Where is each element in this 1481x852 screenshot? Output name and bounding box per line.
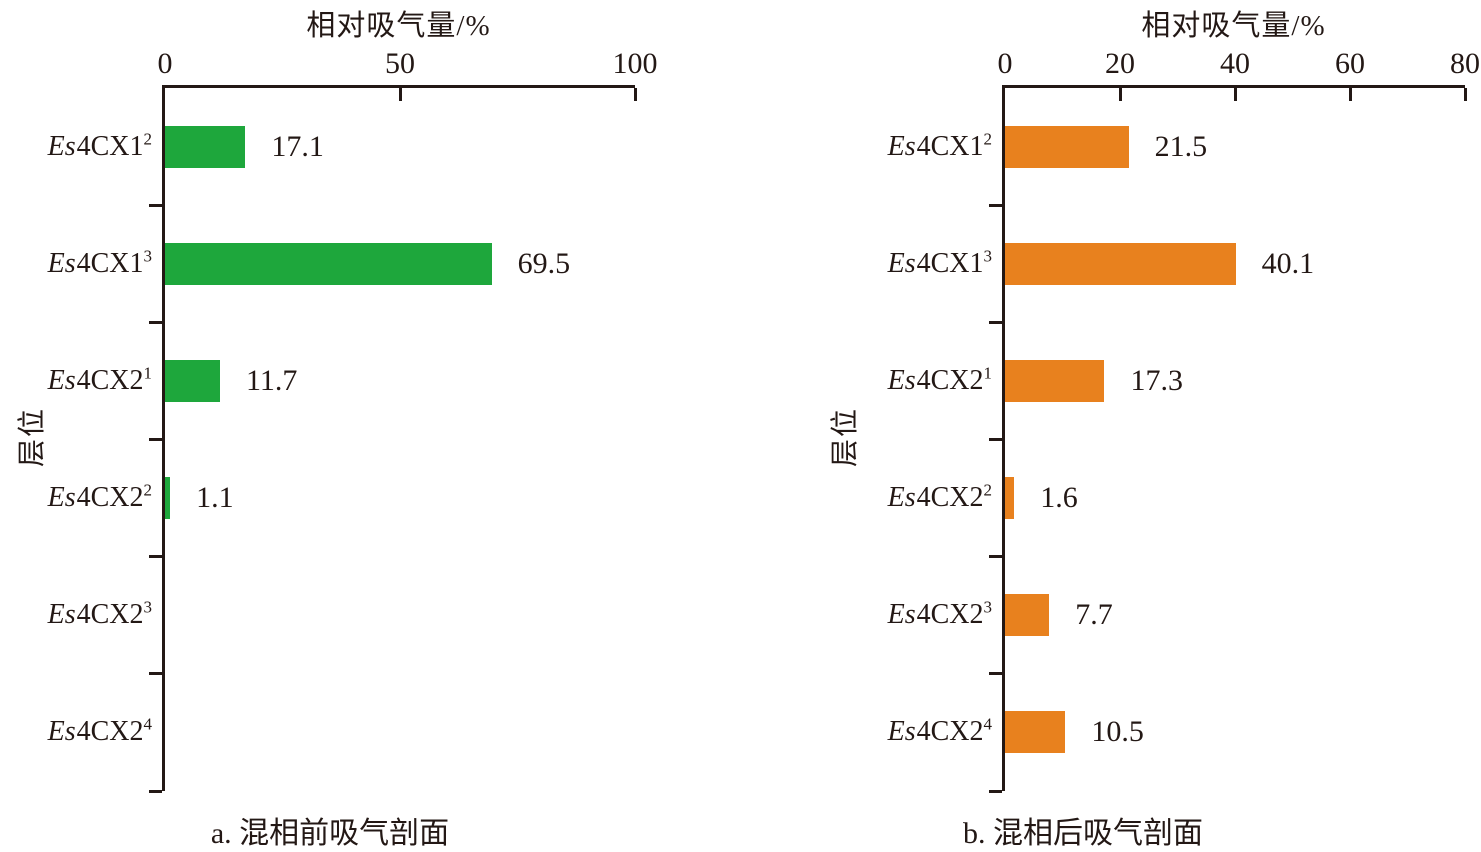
bar (165, 125, 246, 168)
category-label: Es4CX21 (47, 363, 152, 396)
bar (1005, 125, 1129, 168)
chart-title: 相对吸气量/% (306, 10, 491, 42)
x-tick-label: 80 (1450, 47, 1480, 80)
x-tick-label: 20 (1105, 47, 1135, 80)
y-tick-mark (149, 789, 162, 793)
x-tick-label: 0 (997, 47, 1013, 80)
category-label: Es4CX21 (887, 363, 992, 396)
category-label: Es4CX22 (887, 480, 992, 514)
y-tick-mark (149, 203, 162, 207)
y-tick-mark (989, 203, 1002, 207)
bar (1005, 594, 1050, 637)
bar-value-label: 17.1 (271, 129, 324, 163)
y-axis-label: 层位 (830, 407, 861, 468)
bar-value-label: 40.1 (1261, 246, 1315, 280)
category-label: Es4CX13 (47, 246, 152, 279)
category-label: Es4CX13 (887, 246, 992, 279)
x-tick-label: 60 (1335, 47, 1365, 80)
category-label: Es4CX23 (887, 597, 992, 631)
y-axis-label: 层位 (17, 407, 48, 468)
y-tick-mark (149, 320, 162, 324)
y-tick-mark (989, 438, 1002, 441)
y-tick-mark (989, 320, 1002, 324)
bar (1005, 242, 1236, 285)
category-label: Es4CX24 (887, 715, 992, 748)
bar (1005, 359, 1105, 402)
bar (165, 242, 492, 285)
category-label: Es4CX23 (47, 597, 152, 631)
bar-value-label: 1.1 (196, 481, 234, 515)
bar-value-label: 7.7 (1075, 598, 1113, 632)
category-label: Es4CX12 (47, 129, 152, 162)
x-tick-label: 50 (385, 47, 415, 80)
bar-value-label: 1.6 (1040, 481, 1078, 515)
chart-caption: b. 混相后吸气剖面 (963, 817, 1203, 850)
y-tick-mark (149, 672, 162, 676)
bar (165, 359, 220, 402)
x-tick-mark (1118, 88, 1122, 101)
y-tick-mark (989, 789, 1002, 793)
x-tick-mark (1233, 88, 1237, 101)
y-tick-mark (989, 555, 1002, 559)
bar-value-label: 17.3 (1130, 363, 1183, 397)
x-tick-label: 0 (157, 47, 173, 80)
plot-area: 0 50 100 Es4CX12 17.1 Es4CX13 69.5 Es4CX21 11.7 E… (48, 48, 658, 793)
category-label: Es4CX22 (47, 480, 152, 514)
bar-value-label: 69.5 (517, 246, 571, 280)
x-tick-mark (633, 88, 637, 101)
bar-value-label: 11.7 (245, 363, 298, 397)
x-tick-label: 100 (612, 47, 658, 80)
x-tick-label: 40 (1220, 47, 1250, 80)
y-tick-mark (989, 672, 1002, 676)
x-tick-mark (1348, 88, 1352, 101)
bar-value-label: 10.5 (1091, 715, 1144, 749)
y-tick-mark (149, 555, 162, 559)
plot-area: 0 20 40 60 80 Es4CX12 21.5 Es4CX13 40.1 Es4CX21 17… (888, 48, 1480, 793)
chart-title: 相对吸气量/% (1141, 10, 1326, 42)
bar (165, 477, 171, 520)
y-tick-mark (149, 438, 162, 441)
category-label: Es4CX24 (47, 715, 152, 748)
chart-caption: a. 混相前吸气剖面 (210, 817, 450, 850)
x-tick-mark (1463, 88, 1467, 101)
bar (1005, 477, 1015, 520)
bar (1005, 711, 1066, 754)
x-tick-mark (398, 88, 402, 101)
category-label: Es4CX12 (887, 129, 992, 162)
bar-value-label: 21.5 (1154, 129, 1208, 163)
